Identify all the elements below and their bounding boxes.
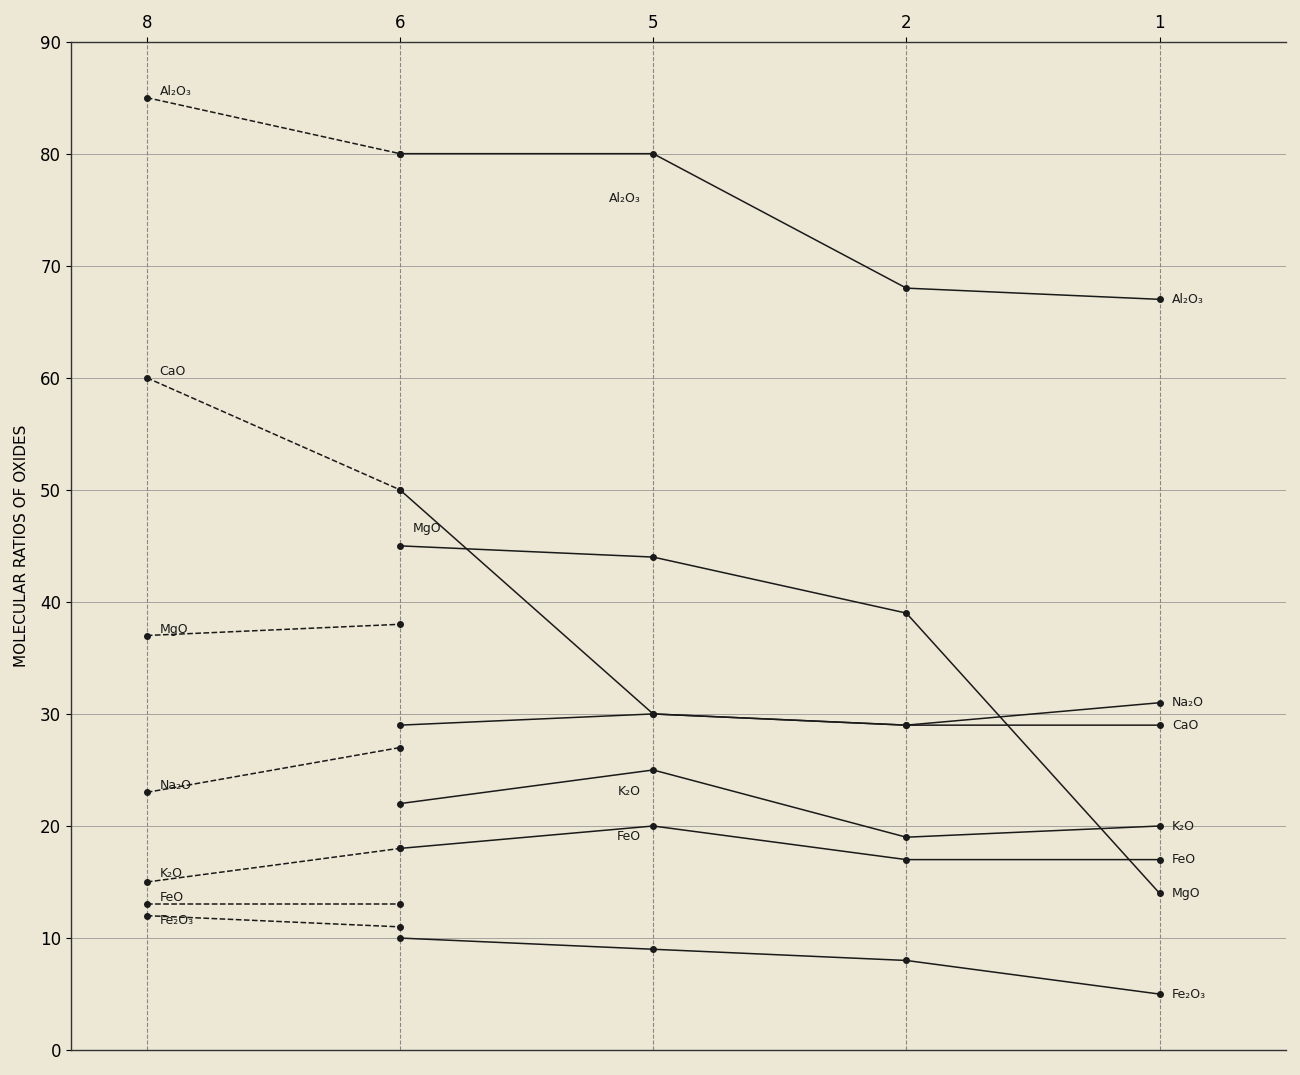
- Text: MgO: MgO: [1173, 887, 1201, 900]
- Text: K₂O: K₂O: [618, 785, 641, 798]
- Y-axis label: MOLECULAR RATIOS OF OXIDES: MOLECULAR RATIOS OF OXIDES: [14, 425, 29, 668]
- Text: FeO: FeO: [160, 891, 183, 904]
- Text: CaO: CaO: [1173, 719, 1199, 732]
- Text: MgO: MgO: [412, 521, 441, 534]
- Text: K₂O: K₂O: [160, 866, 182, 879]
- Text: Al₂O₃: Al₂O₃: [608, 192, 641, 205]
- Text: Fe₂O₃: Fe₂O₃: [160, 914, 194, 927]
- Text: FeO: FeO: [616, 830, 641, 843]
- Text: Na₂O: Na₂O: [160, 779, 191, 792]
- Text: Fe₂O₃: Fe₂O₃: [1173, 988, 1206, 1001]
- Text: K₂O: K₂O: [1173, 819, 1195, 832]
- Text: MgO: MgO: [160, 622, 188, 635]
- Text: Al₂O₃: Al₂O₃: [160, 85, 191, 98]
- Text: CaO: CaO: [160, 364, 186, 377]
- Text: FeO: FeO: [1173, 854, 1196, 866]
- Text: Na₂O: Na₂O: [1173, 697, 1204, 710]
- Text: Al₂O₃: Al₂O₃: [1173, 292, 1204, 306]
